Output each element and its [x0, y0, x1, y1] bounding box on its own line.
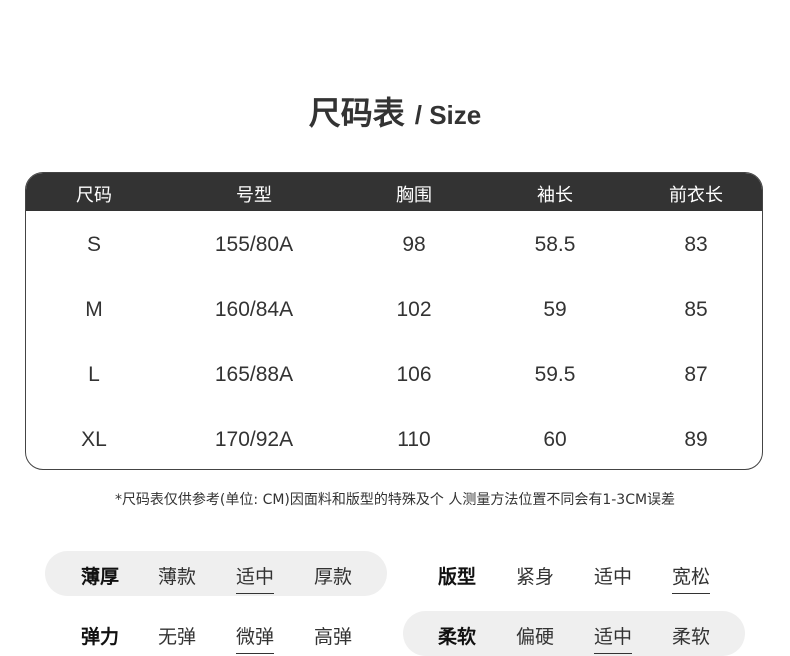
size-note: *尺码表仅供参考(单位: CM)因面料和版型的特殊及个 人测量方法位置不同会有1… — [114, 492, 676, 508]
cell: M — [85, 298, 103, 321]
elasticity-option: 无弹 — [157, 626, 197, 648]
page-title: 尺码表 / Size — [0, 88, 790, 134]
cell: 155/80A — [214, 233, 294, 256]
cell: 60 — [543, 428, 567, 451]
cell: 98 — [402, 233, 426, 256]
table-row: L 165/88A 106 59.5 87 — [26, 341, 762, 406]
cell: 58.5 — [534, 233, 576, 256]
cell: 83 — [684, 233, 708, 256]
table-header: 尺码 号型 胸围 袖长 前衣长 — [26, 173, 762, 211]
cell: 59 — [543, 298, 567, 321]
table-row: S 155/80A 98 58.5 83 — [26, 211, 762, 276]
cell: 106 — [396, 363, 432, 386]
header-chest: 胸围 — [396, 185, 432, 206]
softness-option-selected: 适中 — [593, 622, 633, 654]
thickness-option-selected: 适中 — [235, 562, 275, 594]
fit-option: 紧身 — [515, 566, 555, 588]
fit-label: 版型 — [437, 566, 477, 588]
table-row: M 160/84A 102 59 85 — [26, 276, 762, 341]
softness-label: 柔软 — [437, 626, 477, 648]
thickness-pill-bg — [45, 551, 387, 596]
cell: L — [88, 363, 100, 386]
cell: S — [86, 233, 102, 256]
cell: 165/88A — [214, 363, 294, 386]
title-cn: 尺码表 — [308, 94, 405, 132]
softness-pill-bg — [403, 611, 745, 656]
table-row: XL 170/92A 110 60 89 — [26, 406, 762, 469]
fit-option: 适中 — [593, 566, 633, 588]
title-en: / Size — [414, 100, 482, 130]
cell: 89 — [684, 428, 708, 451]
header-length: 前衣长 — [669, 185, 723, 206]
thickness-label: 薄厚 — [80, 566, 120, 588]
thickness-option: 薄款 — [157, 566, 197, 588]
softness-option: 柔软 — [671, 626, 711, 648]
cell: 170/92A — [214, 428, 294, 451]
cell: 110 — [397, 428, 431, 451]
fit-option-selected: 宽松 — [671, 562, 711, 594]
cell: 85 — [684, 298, 708, 321]
header-size: 尺码 — [76, 185, 112, 206]
header-model: 号型 — [236, 185, 272, 206]
thickness-option: 厚款 — [313, 566, 353, 588]
cell: 160/84A — [214, 298, 294, 321]
softness-option: 偏硬 — [515, 626, 555, 648]
cell: 87 — [684, 363, 708, 386]
elasticity-option-selected: 微弹 — [235, 622, 275, 654]
cell: 59.5 — [534, 363, 576, 386]
cell: XL — [81, 428, 107, 451]
elasticity-label: 弹力 — [80, 626, 120, 648]
cell: 102 — [396, 298, 432, 321]
header-sleeve: 袖长 — [537, 185, 573, 206]
size-table: 尺码 号型 胸围 袖长 前衣长 S 155/80A 98 58.5 83 M 160/84… — [25, 172, 763, 470]
elasticity-option: 高弹 — [313, 626, 353, 648]
